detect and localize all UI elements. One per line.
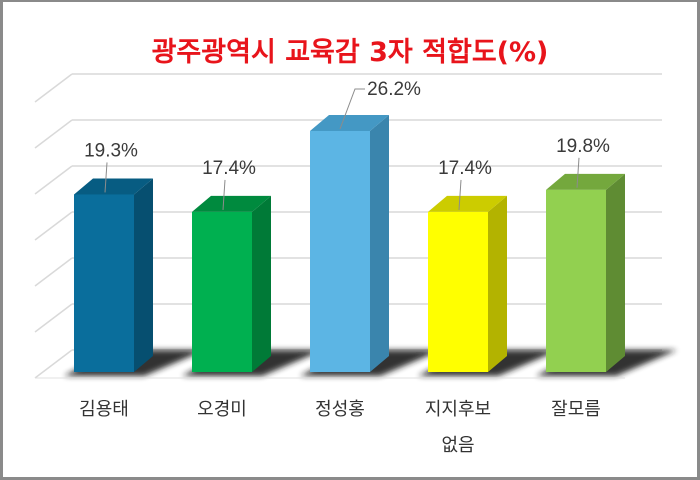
value-label-1: 19.3% — [84, 140, 138, 193]
svg-text:19.8%: 19.8% — [556, 136, 610, 157]
value-label-5: 19.8% — [556, 136, 610, 188]
bar-5 — [546, 173, 625, 372]
svg-text:17.4%: 17.4% — [202, 158, 256, 179]
bars — [74, 114, 625, 373]
bar-4 — [428, 195, 507, 372]
category-label-3: 정성홍 — [315, 399, 365, 420]
bar-1 — [74, 178, 153, 372]
svg-text:26.2%: 26.2% — [367, 79, 421, 100]
category-label-2: 오경미 — [197, 399, 247, 420]
category-label-5: 잘모름 — [551, 399, 601, 420]
svg-text:17.4%: 17.4% — [438, 158, 492, 179]
value-label-4: 17.4% — [438, 158, 492, 210]
chart-title: 광주광역시 교육감 3자 적합도(%) — [151, 37, 549, 68]
category-label-1: 김용태 — [79, 399, 129, 420]
value-label-3: 26.2% — [339, 79, 421, 130]
svg-text:19.3%: 19.3% — [84, 140, 138, 161]
value-label-2: 17.4% — [202, 158, 256, 210]
bar-2 — [192, 195, 271, 372]
category-label-4: 지지후보 없음 — [424, 399, 492, 456]
bar-3 — [310, 114, 389, 373]
value-labels: 19.3% 17.4% 26.2% 17.4% 19.8% — [84, 79, 610, 210]
